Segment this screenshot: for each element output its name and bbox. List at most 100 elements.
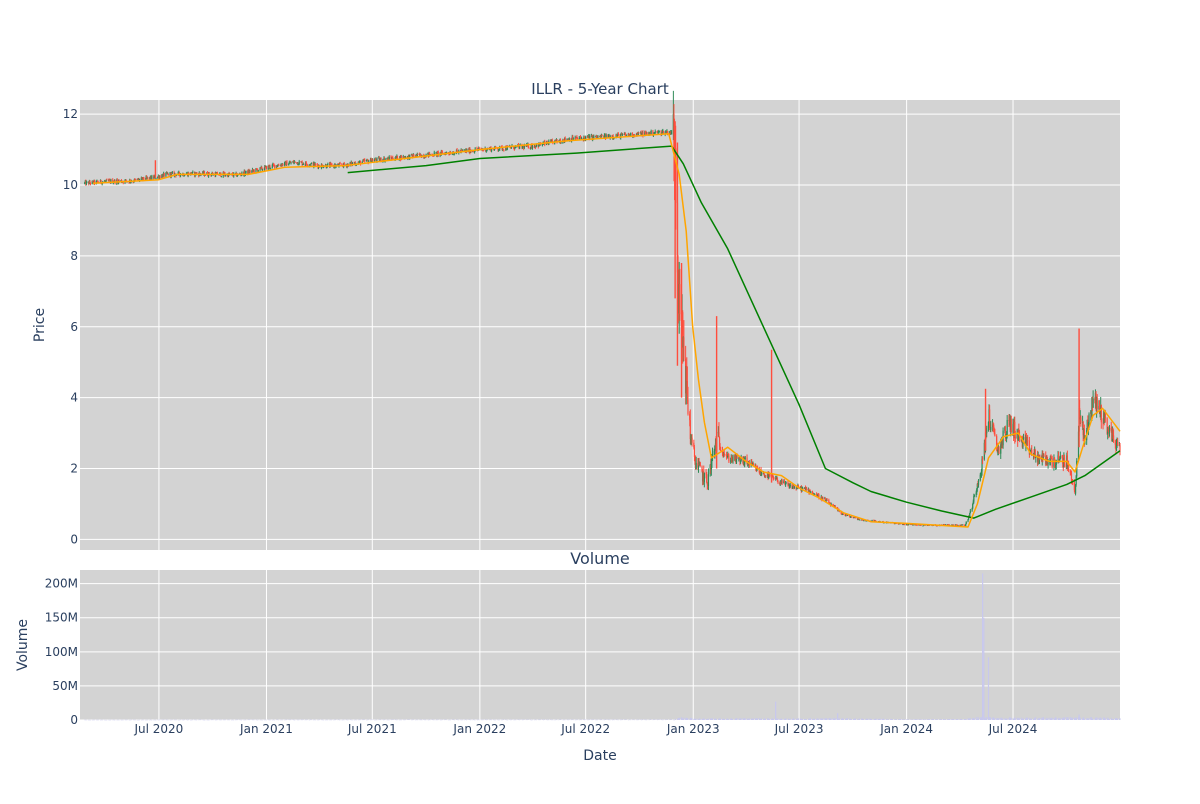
volume-spike-bar (983, 618, 984, 720)
candle-body (859, 520, 860, 521)
volume-bar (749, 718, 750, 720)
candle-body (724, 455, 725, 456)
candle-body (966, 522, 967, 525)
candle-body (225, 175, 226, 176)
candle-body (597, 136, 598, 138)
volume-bar (1105, 719, 1106, 720)
candle-body (151, 176, 152, 179)
candle-body (970, 511, 971, 513)
candle-body (922, 526, 923, 527)
volume-bar (761, 718, 762, 720)
candle-body (687, 400, 688, 414)
candle-body (340, 164, 341, 165)
candle-body (786, 483, 787, 484)
volume-bar (974, 718, 975, 720)
candle-body (1117, 442, 1118, 446)
volume-bar (712, 718, 713, 720)
candle-body (732, 455, 733, 461)
volume-bar (704, 719, 705, 720)
volume-bar (962, 719, 963, 720)
volume-bar (1048, 718, 1049, 720)
volume-bar (1109, 719, 1110, 720)
candle-body (1119, 445, 1120, 450)
volume-bar (966, 719, 967, 720)
volume-bar (913, 719, 914, 720)
candle-body (172, 172, 173, 173)
candle-body (782, 480, 783, 483)
candle-body (344, 163, 345, 165)
candle-body (736, 456, 737, 459)
candle-body (962, 525, 963, 526)
volume-bar (835, 719, 836, 720)
x-tick: Jan 2022 (452, 722, 506, 736)
volume-bar (1076, 717, 1077, 720)
volume-bar (917, 719, 918, 720)
candle-body (1101, 405, 1102, 422)
volume-bar (827, 719, 828, 720)
candle-body (777, 481, 778, 483)
candle-body (978, 480, 979, 485)
volume-bar (868, 719, 869, 720)
candle-body (638, 132, 639, 133)
price-y-tick: 2 (70, 462, 78, 476)
volume-bar (945, 719, 946, 720)
price-plot-area (80, 100, 1120, 550)
candle-body (773, 479, 774, 480)
volume-bar (904, 719, 905, 720)
volume-bar (1007, 719, 1008, 720)
candle-body (315, 164, 316, 165)
candle-body (761, 474, 762, 475)
volume-y-tick: 0 (70, 713, 78, 727)
volume-y-tick: 50M (52, 679, 78, 693)
volume-bar (1015, 719, 1016, 720)
volume-bar (892, 719, 893, 720)
volume-bar (757, 718, 758, 720)
volume-bar (855, 719, 856, 720)
volume-bar (1031, 719, 1032, 720)
candle-body (651, 131, 652, 135)
candle-body (704, 473, 705, 482)
candle-body (290, 162, 291, 163)
candle-body (1113, 435, 1114, 442)
volume-bar (1117, 719, 1118, 720)
volume-bar (990, 718, 991, 720)
x-tick: Jul 2023 (774, 722, 824, 736)
candle-body (1027, 440, 1028, 441)
volume-y-tick: 150M (45, 611, 78, 625)
candle-body (1068, 465, 1069, 471)
volume-bar (696, 719, 697, 720)
volume-bar (1068, 719, 1069, 720)
candle-body (258, 170, 259, 171)
volume-bar (851, 719, 852, 720)
volume-bar (831, 719, 832, 720)
volume-spike-bar (837, 713, 838, 720)
candle-body (622, 134, 623, 135)
candle-body (696, 463, 697, 469)
candle-body (827, 500, 828, 501)
candle-body (262, 169, 263, 170)
volume-bar (1064, 717, 1065, 720)
candle-body (164, 173, 165, 176)
volume-bar (949, 719, 950, 720)
volume-bar (732, 719, 733, 720)
candle-body (671, 132, 672, 135)
candle-body (364, 160, 365, 162)
candle-body (192, 172, 193, 173)
candle-body (904, 524, 905, 525)
volume-bar (958, 719, 959, 720)
candle-body (221, 176, 222, 177)
candle-body (503, 150, 504, 151)
price-y-axis-label: Price (32, 308, 48, 342)
candle-body (765, 475, 766, 476)
volume-bar (896, 719, 897, 720)
candle-body (794, 487, 795, 488)
volume-bar (998, 718, 999, 720)
candle-body (327, 164, 328, 165)
volume-bar (953, 719, 954, 720)
candle-body (456, 150, 457, 151)
candle-body (618, 134, 619, 135)
volume-bar (994, 718, 995, 720)
candle-body (683, 337, 684, 358)
volume-y-tick: 100M (45, 645, 78, 659)
candle-body (250, 171, 251, 172)
